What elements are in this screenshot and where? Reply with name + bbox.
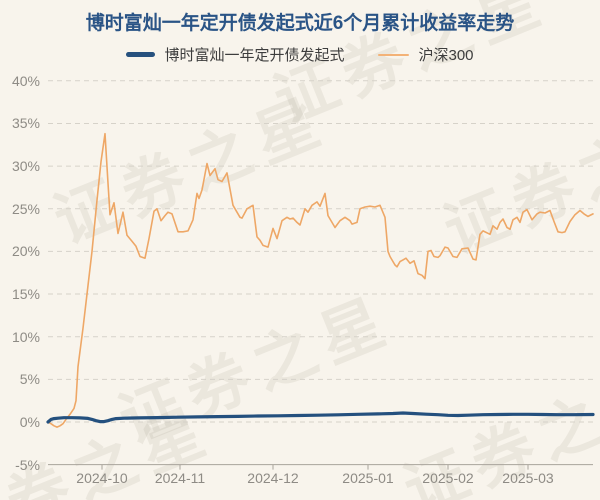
legend-swatch-csi300-line	[378, 53, 410, 56]
series-line-csi300	[47, 132, 594, 428]
y-tick-label: 40%	[11, 72, 40, 89]
x-tick-label: 2024-11	[154, 470, 206, 486]
x-tick-label: 2024-10	[76, 470, 128, 486]
y-tick-label: 10%	[11, 328, 40, 345]
legend-item-csi300[interactable]: 沪深300	[378, 44, 474, 65]
legend-swatch-fund-line	[126, 52, 156, 57]
y-tick-label: -5%	[15, 456, 40, 473]
chart-title: 博时富灿一年定开债发起式近6个月累计收益率走势	[85, 13, 515, 34]
legend: 博时富灿一年定开债发起式 沪深300	[0, 44, 600, 65]
y-tick-label: 20%	[11, 243, 40, 260]
y-tick-label: 15%	[11, 286, 40, 303]
legend-label-csi300: 沪深300	[418, 47, 474, 64]
y-tick-label: 25%	[11, 200, 40, 217]
x-tick-label: 2025-01	[342, 470, 394, 486]
y-tick-label: 0%	[19, 414, 40, 430]
x-tick-label: 2024-12	[247, 470, 299, 486]
x-tick-label: 2025-02	[422, 470, 474, 486]
legend-item-fund[interactable]: 博时富灿一年定开债发起式	[126, 44, 344, 65]
x-tick-label: 2025-03	[502, 470, 554, 486]
y-tick-label: 35%	[11, 115, 40, 132]
legend-label-fund: 博时富灿一年定开债发起式	[164, 47, 345, 64]
series-line-fund	[46, 411, 595, 424]
y-tick-label: 5%	[19, 371, 40, 388]
y-tick-label: 30%	[11, 158, 40, 175]
